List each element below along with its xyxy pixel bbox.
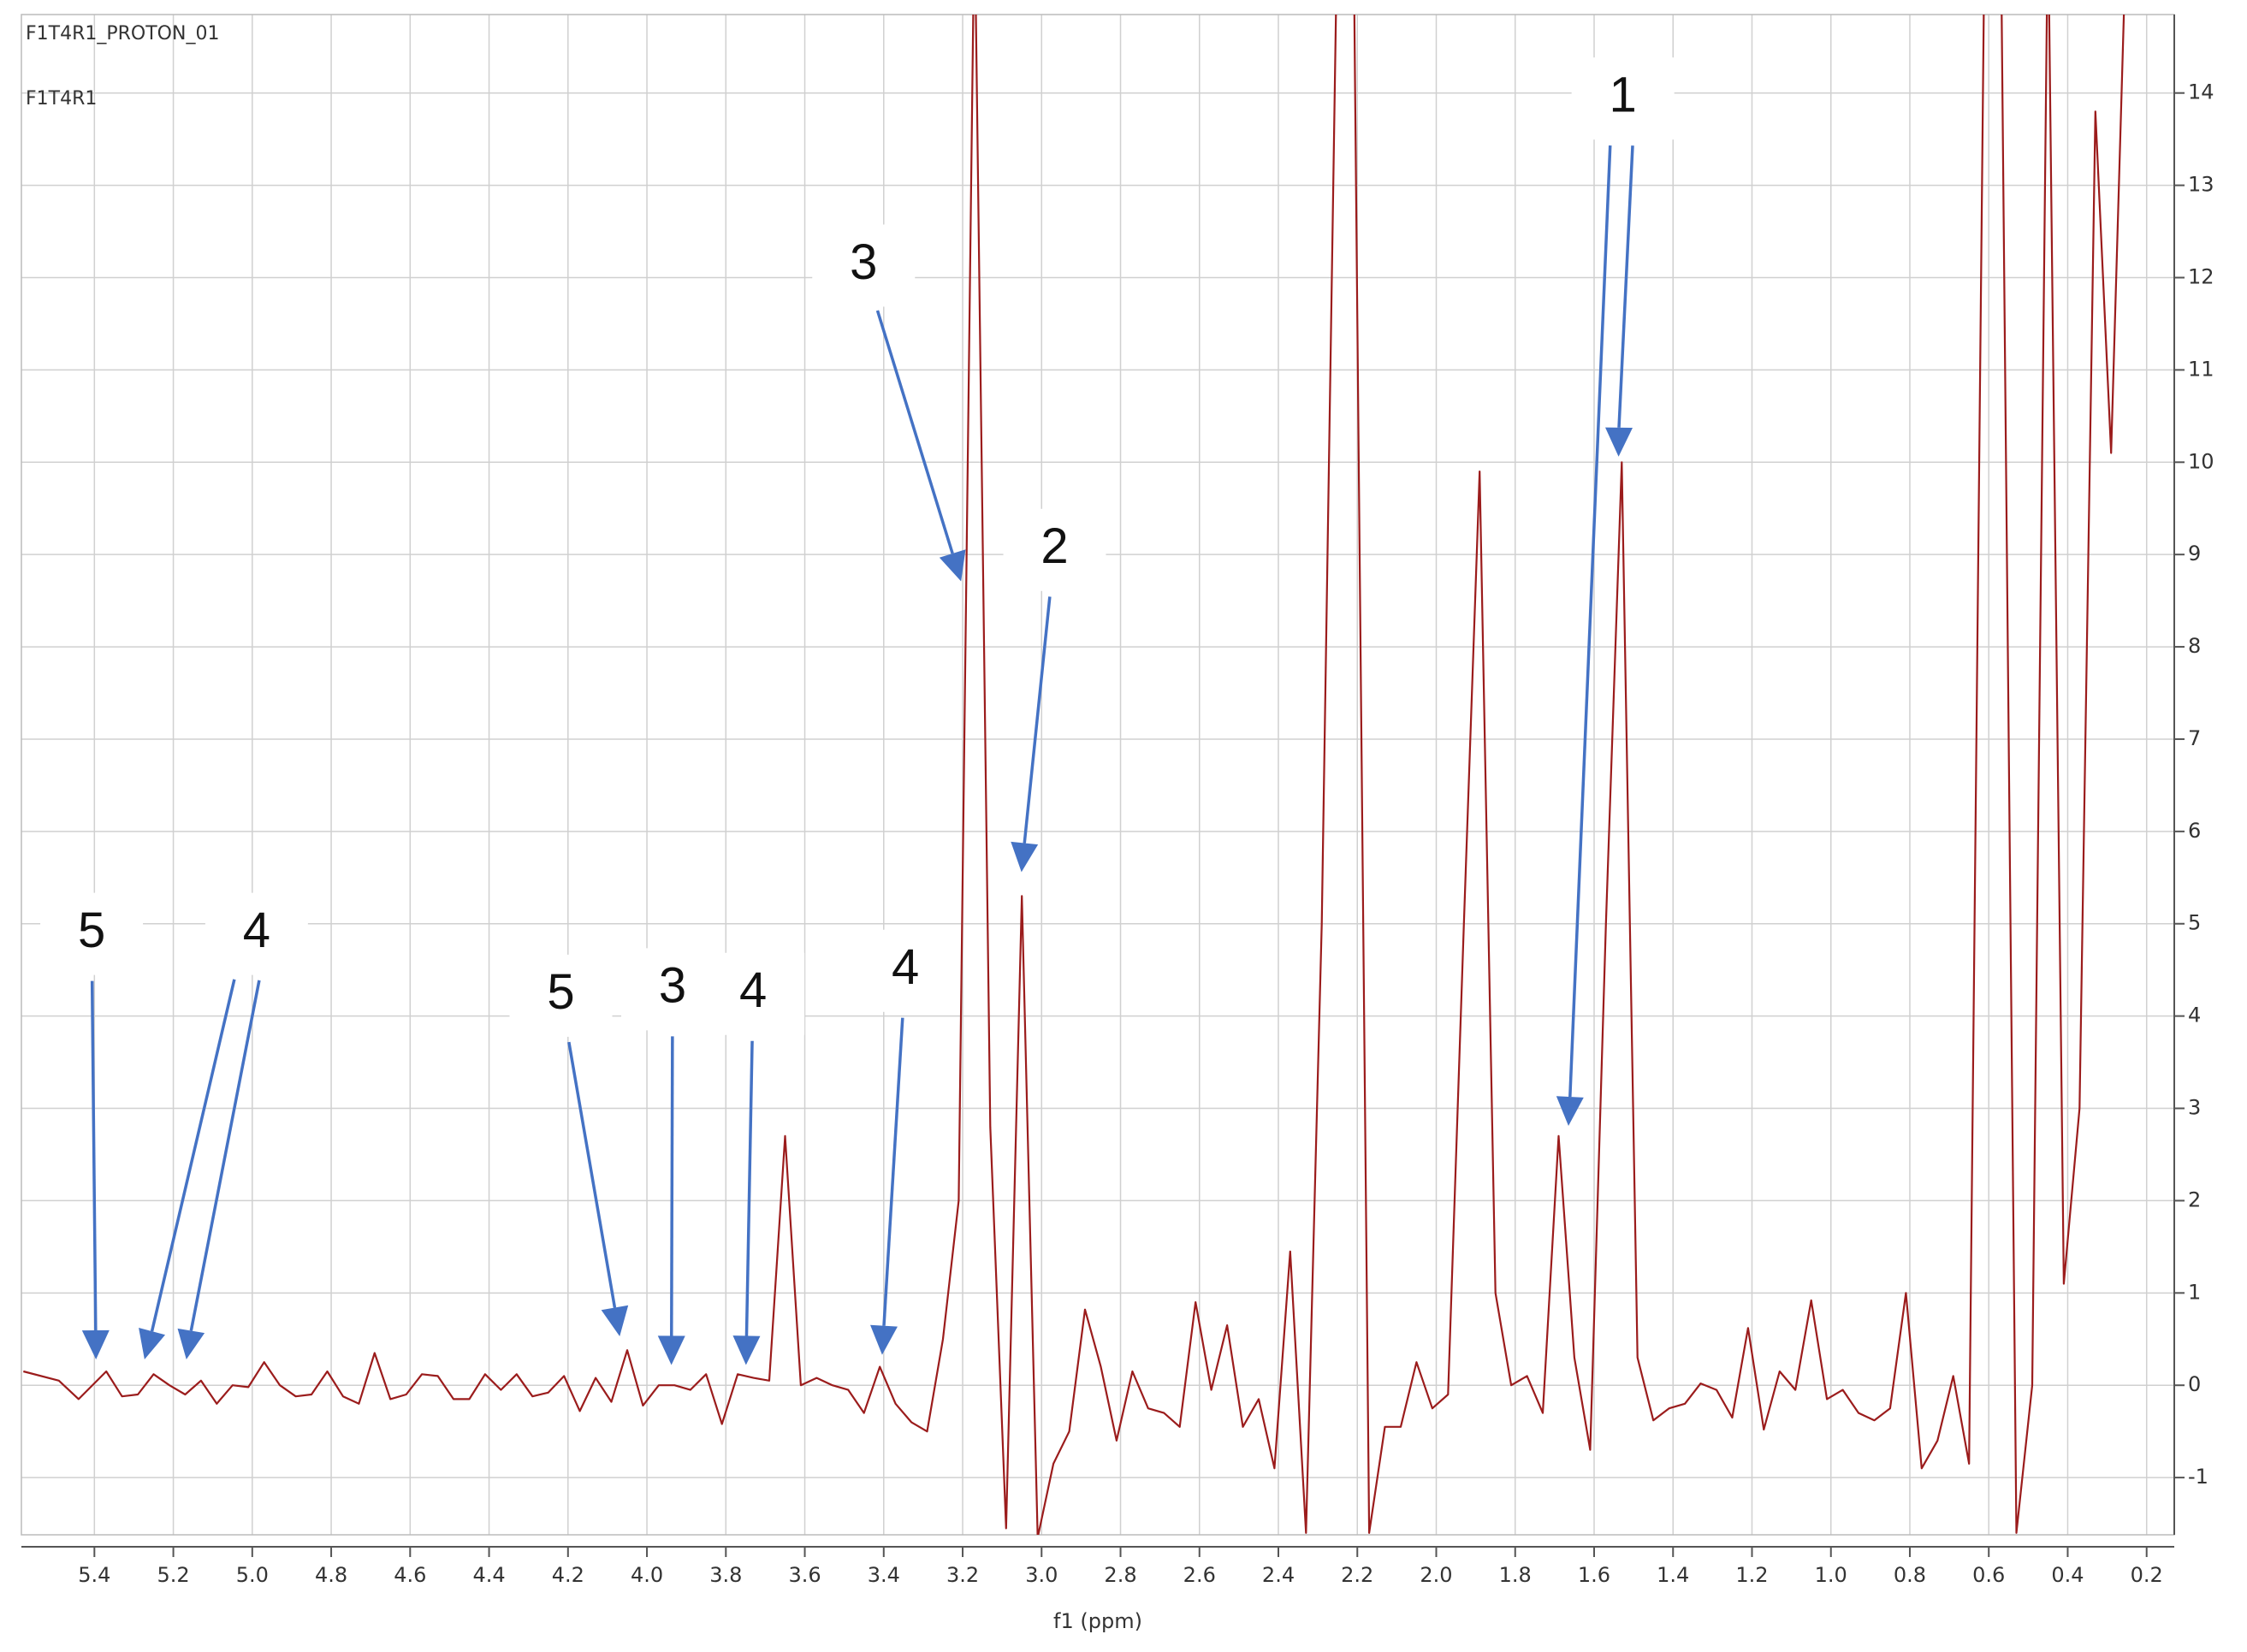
x-tick-label: 2.6 — [1183, 1563, 1216, 1587]
y-tick-label: 5 — [2188, 911, 2201, 935]
y-tick-label: 12 — [2188, 264, 2214, 288]
annotation-arrow — [744, 1040, 754, 1336]
annotation-arrowhead — [657, 1335, 685, 1365]
x-tick-label: 3.2 — [946, 1563, 979, 1587]
x-tick-label: 0.8 — [1894, 1563, 1926, 1587]
annotation-arrow — [90, 980, 98, 1331]
x-tick-label: 3.6 — [788, 1563, 821, 1587]
x-tick-label: 1.6 — [1578, 1563, 1610, 1587]
x-tick-label: 4.0 — [631, 1563, 663, 1587]
annotation-arrow — [1617, 145, 1634, 428]
annotation-arrowhead — [939, 549, 966, 582]
annotation-arrow — [882, 1017, 904, 1326]
x-tick-label: 0.6 — [1972, 1563, 2005, 1587]
annotation-label: 3 — [850, 234, 877, 290]
y-tick-label: 14 — [2188, 80, 2214, 104]
x-tick-label: 3.0 — [1025, 1563, 1058, 1587]
dataset-name: F1T4R1_PROTON_01 — [26, 23, 219, 44]
x-tick-label: 2.4 — [1262, 1563, 1295, 1587]
x-tick-label: 4.2 — [552, 1563, 584, 1587]
x-axis-label: f1 (ppm) — [1053, 1609, 1142, 1633]
annotation-label: 5 — [547, 964, 574, 1020]
annotation-box — [812, 224, 916, 307]
annotation-arrowhead — [1556, 1096, 1584, 1127]
annotation-arrowhead — [139, 1328, 166, 1360]
y-tick-label: -1 — [2188, 1465, 2208, 1489]
x-tick-label: 4.4 — [472, 1563, 505, 1587]
y-tick-label: 7 — [2188, 726, 2201, 750]
x-tick-label: 2.2 — [1341, 1563, 1373, 1587]
annotation-arrow — [670, 1036, 674, 1336]
x-tick-label: 2.8 — [1104, 1563, 1136, 1587]
annotation-arrow — [567, 1041, 617, 1308]
y-tick-label: 10 — [2188, 449, 2214, 473]
annotation-arrowhead — [1011, 841, 1039, 873]
annotation-arrow — [1568, 145, 1612, 1098]
y-tick-label: 9 — [2188, 542, 2201, 565]
y-tick-label: 13 — [2188, 173, 2214, 197]
annotation-label: 5 — [78, 903, 105, 958]
annotation-box — [40, 892, 144, 975]
annotation-arrowhead — [177, 1328, 205, 1360]
annotation-label: 1 — [1610, 68, 1637, 123]
annotation-arrowhead — [601, 1305, 629, 1337]
sample-name: F1T4R1 — [26, 88, 97, 110]
spectrum-group — [23, 15, 2125, 1535]
x-tick-label: 1.0 — [1815, 1563, 1847, 1587]
y-tick-label: 4 — [2188, 1004, 2201, 1027]
x-tick-label: 1.2 — [1735, 1563, 1768, 1587]
x-tick-label: 5.0 — [236, 1563, 269, 1587]
annotation-arrow — [189, 980, 261, 1331]
y-tick-label: 1 — [2188, 1280, 2201, 1304]
x-tick-label: 2.0 — [1420, 1563, 1452, 1587]
x-tick-label: 5.4 — [78, 1563, 110, 1587]
spectrum-line — [23, 15, 2125, 1535]
x-tick-label: 4.8 — [315, 1563, 347, 1587]
annotation-box — [854, 929, 957, 1012]
annotation-arrow — [150, 979, 236, 1332]
x-tick-label: 0.2 — [2131, 1563, 2163, 1587]
x-tick-label: 1.4 — [1657, 1563, 1689, 1587]
y-tick-label: 0 — [2188, 1372, 2201, 1396]
annotation-box — [1571, 57, 1675, 140]
y-tick-label: 3 — [2188, 1096, 2201, 1120]
annotation-label: 3 — [659, 958, 686, 1014]
annotation-arrowhead — [732, 1335, 761, 1365]
annotation-arrow — [1023, 596, 1052, 844]
x-tick-label: 4.6 — [394, 1563, 426, 1587]
x-tick-label: 0.4 — [2051, 1563, 2084, 1587]
x-tick-label: 3.8 — [709, 1563, 742, 1587]
annotation-arrow — [875, 310, 954, 554]
y-tick-label: 8 — [2188, 634, 2201, 658]
x-tick-label: 1.8 — [1499, 1563, 1532, 1587]
annotation-arrowhead — [870, 1324, 898, 1355]
y-tick-label: 6 — [2188, 819, 2201, 843]
x-tick-label: 3.4 — [868, 1563, 900, 1587]
annotation-arrowhead — [81, 1329, 110, 1360]
annotation-arrowhead — [1605, 427, 1633, 457]
annotation-label: 4 — [243, 903, 270, 958]
y-tick-label: 11 — [2188, 357, 2214, 381]
grid — [21, 15, 2174, 1535]
annotation-box — [1003, 508, 1106, 591]
annotation-label: 4 — [739, 962, 767, 1018]
annotation-box — [702, 952, 805, 1035]
y-tick-label: 2 — [2188, 1187, 2201, 1211]
plot-frame — [21, 14, 2175, 1536]
annotation-label: 4 — [892, 939, 919, 995]
annotation-label: 2 — [1040, 518, 1068, 574]
annotation-box — [509, 954, 613, 1037]
annotation-box — [205, 892, 308, 975]
x-tick-label: 5.2 — [157, 1563, 189, 1587]
